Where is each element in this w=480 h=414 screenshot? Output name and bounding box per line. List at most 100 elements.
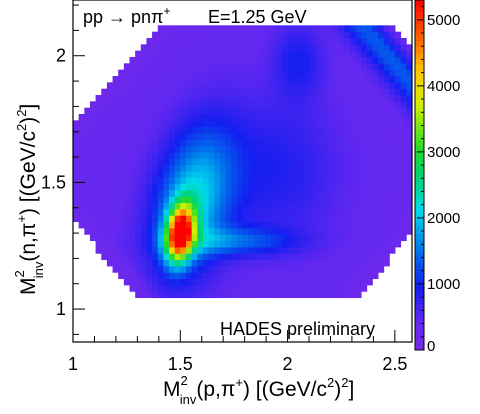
heatmap-cell xyxy=(236,101,243,109)
heatmap-cell xyxy=(169,145,176,153)
heatmap-cell xyxy=(372,158,379,166)
heatmap-cell xyxy=(135,228,142,235)
heatmap-cell xyxy=(123,158,130,166)
heatmap-cell xyxy=(378,190,385,197)
heatmap-cell xyxy=(366,215,373,223)
heatmap-cell xyxy=(146,95,153,102)
heatmap-cell xyxy=(208,171,215,178)
heatmap-cell xyxy=(332,69,339,77)
heatmap-cell xyxy=(355,114,362,121)
heatmap-cell xyxy=(259,44,266,52)
heatmap-cell xyxy=(242,120,249,128)
colorbar-segment xyxy=(415,93,424,100)
heatmap-cell xyxy=(299,139,306,147)
heatmap-cell xyxy=(197,253,204,261)
heatmap-cell xyxy=(400,133,407,140)
heatmap-cell xyxy=(321,202,328,210)
heatmap-cell xyxy=(157,82,164,90)
heatmap-cell xyxy=(327,247,334,254)
heatmap-cell xyxy=(236,278,243,286)
heatmap-cell xyxy=(265,31,272,39)
heatmap-cell xyxy=(344,31,351,39)
heatmap-cell xyxy=(344,101,351,109)
heatmap-cell xyxy=(163,247,170,254)
heatmap-cell xyxy=(146,171,153,178)
heatmap-cell xyxy=(208,38,215,45)
heatmap-cell xyxy=(310,44,317,52)
heatmap-cell xyxy=(327,63,334,71)
heatmap-cell xyxy=(332,196,339,204)
heatmap-cell xyxy=(186,278,193,286)
heatmap-cell xyxy=(276,76,283,83)
heatmap-cell xyxy=(395,63,402,71)
heatmap-cell xyxy=(332,291,339,299)
heatmap-cell xyxy=(84,215,91,223)
heatmap-cell xyxy=(169,259,176,267)
heatmap-cell xyxy=(270,240,277,248)
heatmap-cell xyxy=(378,259,385,267)
heatmap-cell xyxy=(118,196,125,204)
heatmap-cell xyxy=(372,164,379,172)
heatmap-cell xyxy=(349,285,356,292)
heatmap-cell xyxy=(406,164,413,172)
heatmap-cell xyxy=(112,95,119,102)
heatmap-cell xyxy=(208,88,215,96)
heatmap-cell xyxy=(174,221,181,229)
heatmap-cell xyxy=(276,88,283,96)
heatmap-cell xyxy=(186,164,193,172)
heatmap-cell xyxy=(389,190,396,197)
heatmap-cell xyxy=(112,266,119,273)
heatmap-cell xyxy=(123,240,130,248)
heatmap-cell xyxy=(361,31,368,39)
heatmap-cell xyxy=(287,209,294,216)
heatmap-cell xyxy=(389,177,396,185)
heatmap-cell xyxy=(146,177,153,185)
heatmap-cell xyxy=(152,215,159,223)
heatmap-cell xyxy=(186,247,193,254)
heatmap-cell xyxy=(253,240,260,248)
heatmap-cell xyxy=(332,31,339,39)
heatmap-cell xyxy=(231,101,238,109)
heatmap-cell xyxy=(270,177,277,185)
heatmap-cell xyxy=(112,120,119,128)
heatmap-cell xyxy=(112,196,119,204)
heatmap-cell xyxy=(163,285,170,292)
heatmap-cell xyxy=(129,88,136,96)
heatmap-cell xyxy=(129,177,136,185)
heatmap-cell xyxy=(236,164,243,172)
heatmap-cell xyxy=(129,57,136,64)
heatmap-cell xyxy=(129,107,136,115)
x-tick-label: 2.5 xyxy=(382,354,407,374)
heatmap-cell xyxy=(265,50,272,58)
heatmap-cell xyxy=(293,291,300,299)
heatmap-cell xyxy=(287,76,294,83)
heatmap-cell xyxy=(236,95,243,102)
heatmap-cell xyxy=(174,114,181,121)
heatmap-cell xyxy=(372,177,379,185)
heatmap-cell xyxy=(259,145,266,153)
heatmap-cell xyxy=(293,285,300,292)
heatmap-cell xyxy=(293,57,300,64)
heatmap-cell xyxy=(202,114,209,121)
heatmap-cell xyxy=(304,88,311,96)
heatmap-cell xyxy=(248,272,255,280)
heatmap-cell xyxy=(197,266,204,273)
heatmap-cell xyxy=(242,177,249,185)
heatmap-cell xyxy=(225,139,232,147)
heatmap-cell xyxy=(259,50,266,58)
heatmap-cell xyxy=(214,69,221,77)
heatmap-cell xyxy=(73,209,80,216)
heatmap-cell xyxy=(366,95,373,102)
heatmap-cell xyxy=(180,177,187,185)
heatmap-cell xyxy=(361,101,368,109)
heatmap-cell xyxy=(338,25,345,33)
heatmap-cell xyxy=(129,285,136,292)
heatmap-cell xyxy=(197,177,204,185)
heatmap-cell xyxy=(191,101,198,109)
heatmap-cell xyxy=(310,63,317,71)
heatmap-cell xyxy=(95,101,102,109)
heatmap-cell xyxy=(231,266,238,273)
heatmap-cell xyxy=(332,240,339,248)
heatmap-cell xyxy=(315,259,322,267)
heatmap-cell xyxy=(101,139,108,147)
